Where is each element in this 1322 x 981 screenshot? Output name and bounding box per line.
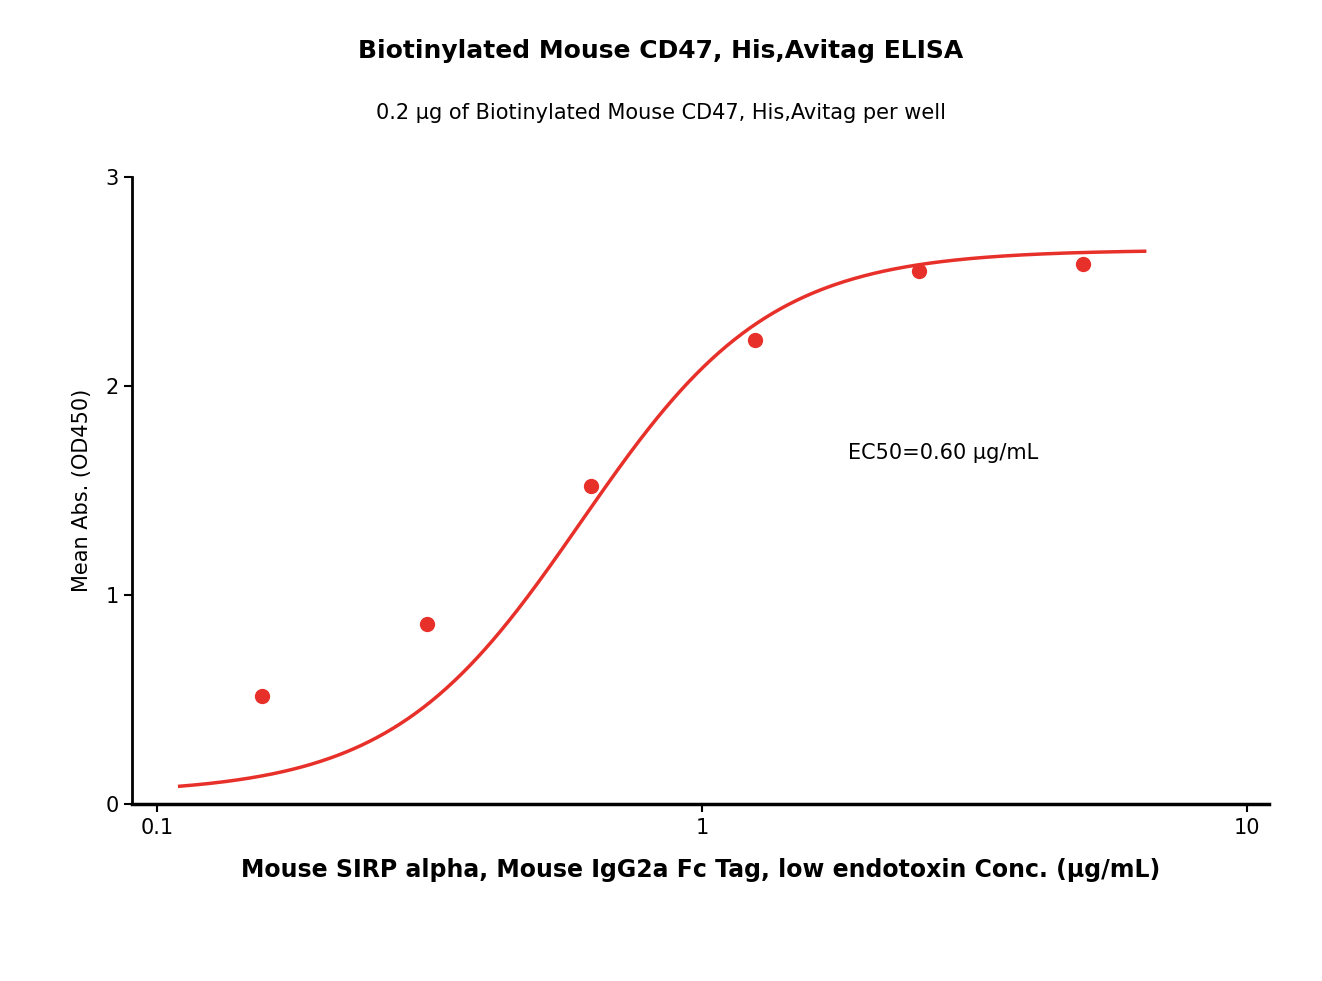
Point [251,688,272,703]
Point [416,617,438,633]
Text: Biotinylated Mouse CD47, His,Avitag ELISA: Biotinylated Mouse CD47, His,Avitag ELIS… [358,39,964,63]
Text: EC50=0.60 μg/mL: EC50=0.60 μg/mL [849,442,1039,463]
X-axis label: Mouse SIRP alpha, Mouse IgG2a Fc Tag, low endotoxin Conc. (μg/mL): Mouse SIRP alpha, Mouse IgG2a Fc Tag, lo… [241,858,1161,883]
Point [908,263,929,279]
Point [580,479,602,494]
Point [744,332,765,347]
Text: 0.2 μg of Biotinylated Mouse CD47, His,Avitag per well: 0.2 μg of Biotinylated Mouse CD47, His,A… [375,103,947,123]
Y-axis label: Mean Abs. (OD450): Mean Abs. (OD450) [71,388,91,593]
Point [1072,257,1093,273]
